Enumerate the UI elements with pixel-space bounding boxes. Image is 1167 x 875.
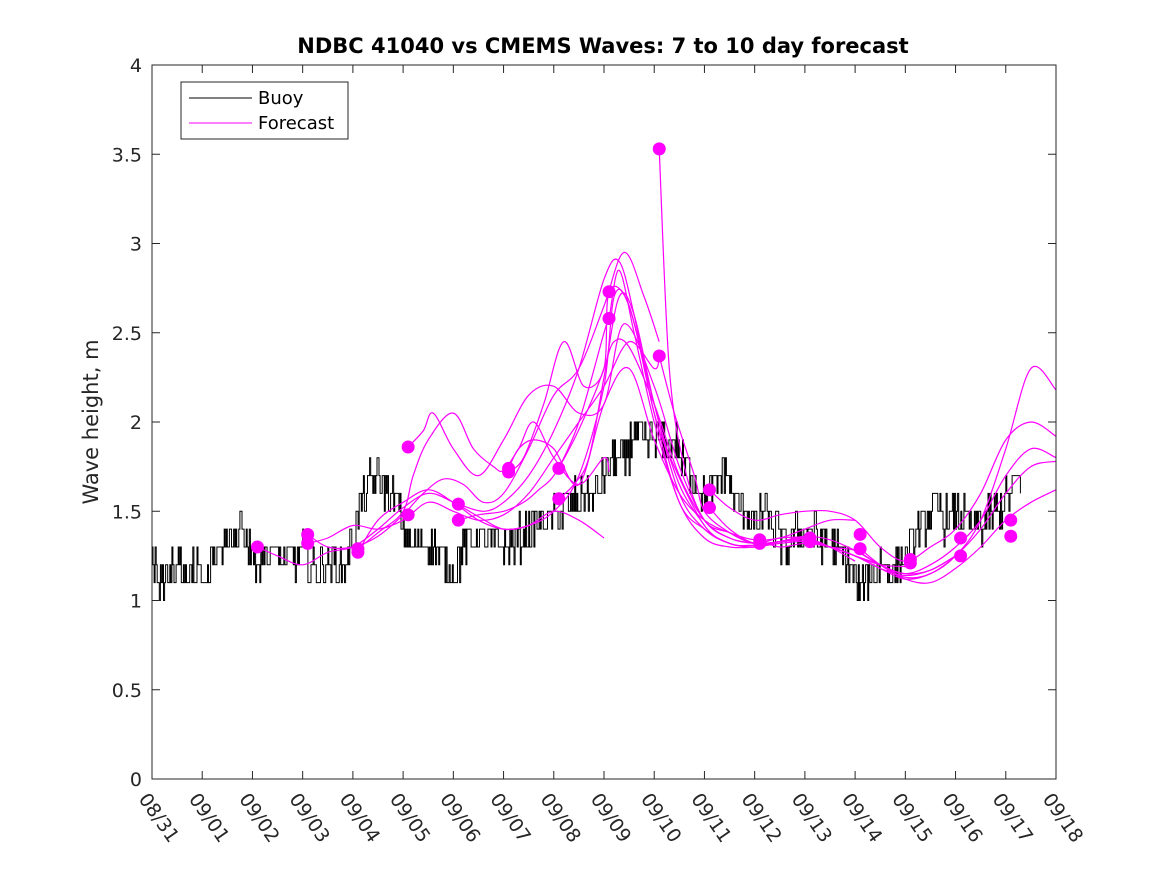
forecast-line bbox=[709, 421, 1057, 562]
y-tick-label: 4 bbox=[130, 55, 142, 77]
forecast-marker bbox=[903, 556, 917, 570]
forecast-marker bbox=[401, 508, 415, 522]
y-axis: 0 0.5 1 1.5 2 2.5 3 3.5 4 bbox=[112, 55, 1056, 791]
y-tick-label: 2.5 bbox=[112, 323, 142, 345]
y-axis-label: Wave height, m bbox=[79, 339, 103, 504]
y-tick-label: 0.5 bbox=[112, 680, 142, 702]
forecast-marker-group bbox=[250, 142, 1018, 570]
forecast-marker bbox=[853, 527, 867, 541]
y-tick-label: 0 bbox=[130, 769, 142, 791]
forecast-marker bbox=[351, 545, 365, 559]
forecast-line bbox=[458, 338, 805, 545]
forecast-line bbox=[357, 288, 705, 553]
forecast-marker bbox=[954, 531, 968, 545]
y-tick-label: 2 bbox=[130, 412, 142, 434]
forecast-marker bbox=[552, 461, 566, 475]
forecast-marker bbox=[702, 483, 716, 497]
axes-background bbox=[152, 65, 1056, 779]
forecast-marker bbox=[753, 536, 767, 550]
forecast-line bbox=[407, 323, 755, 544]
forecast-line bbox=[809, 365, 1057, 579]
forecast-line bbox=[508, 366, 856, 541]
forecast-marker bbox=[652, 349, 666, 363]
y-tick-label: 3 bbox=[130, 234, 142, 256]
forecast-marker bbox=[702, 501, 716, 515]
forecast-line bbox=[257, 492, 605, 566]
forecast-marker bbox=[552, 492, 566, 506]
forecast-line bbox=[859, 489, 1057, 584]
forecast-series-group bbox=[257, 148, 1057, 584]
forecast-marker bbox=[451, 497, 465, 511]
forecast-line bbox=[307, 341, 660, 544]
forecast-marker bbox=[250, 540, 264, 554]
forecast-marker bbox=[401, 440, 415, 454]
forecast-marker bbox=[502, 465, 516, 479]
forecast-marker bbox=[301, 536, 315, 550]
forecast-marker bbox=[602, 285, 616, 299]
y-tick-label: 3.5 bbox=[112, 144, 142, 166]
forecast-marker bbox=[301, 527, 315, 541]
legend: Buoy Forecast bbox=[180, 81, 349, 140]
forecast-marker bbox=[853, 542, 867, 556]
legend-box bbox=[180, 81, 349, 140]
y-tick-label: 1 bbox=[130, 591, 142, 613]
forecast-marker bbox=[451, 513, 465, 527]
forecast-marker bbox=[803, 535, 817, 549]
legend-label-buoy: Buoy bbox=[258, 88, 304, 109]
forecast-marker bbox=[1004, 529, 1018, 543]
forecast-marker bbox=[1004, 513, 1018, 527]
forecast-marker bbox=[954, 549, 968, 563]
forecast-marker bbox=[652, 142, 666, 156]
y-tick-label: 1.5 bbox=[112, 501, 142, 523]
plot-area bbox=[151, 64, 1057, 780]
legend-label-forecast: Forecast bbox=[258, 113, 334, 134]
chart-title: NDBC 41040 vs CMEMS Waves: 7 to 10 day f… bbox=[297, 34, 908, 58]
forecast-marker bbox=[602, 311, 616, 325]
